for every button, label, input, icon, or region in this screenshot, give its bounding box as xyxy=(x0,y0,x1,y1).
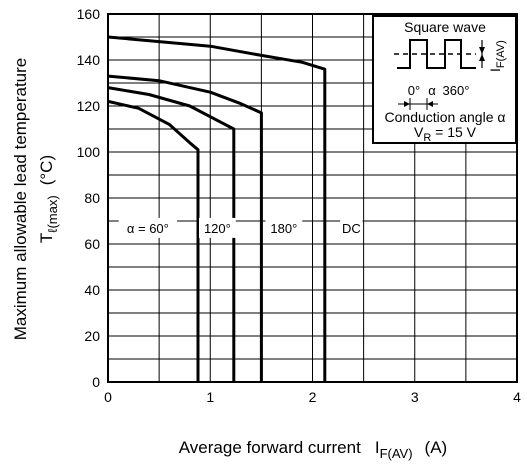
x-axis-label: Average forward current IF(AV) (A) xyxy=(179,438,447,461)
y-tick-label: 140 xyxy=(77,52,101,68)
inset-angle-zero: 0° xyxy=(408,83,420,98)
y-tick-label: 60 xyxy=(84,236,100,252)
y-tick-label: 40 xyxy=(84,282,100,298)
y-tick-label: 80 xyxy=(84,190,100,206)
series-label-0: α = 60° xyxy=(127,221,169,236)
x-tick-label: 2 xyxy=(309,389,317,405)
y-axis-label-line2: Tℓ(max)(°C) xyxy=(37,155,60,243)
inset-angle-alpha: α xyxy=(428,83,436,98)
inset-box xyxy=(372,15,517,144)
inset-arrowhead-bottom xyxy=(479,54,485,61)
series-line-0 xyxy=(107,99,200,382)
inset-legend: Square wave IF(AV) 0° α 360° Conduction … xyxy=(372,15,517,144)
inset-arrowhead-top xyxy=(479,47,485,54)
series-label-bg-2 xyxy=(265,217,303,238)
series-label-bg-3 xyxy=(340,217,363,238)
plot-frame xyxy=(107,13,518,383)
series-line-3 xyxy=(107,35,327,382)
inset-square-wave xyxy=(397,39,476,69)
x-tick-label: 4 xyxy=(513,389,521,405)
x-tick-label: 1 xyxy=(206,389,214,405)
inset-caption-line1: Conduction angle α xyxy=(385,109,506,125)
series-labels: α = 60° 120° 180° DC xyxy=(118,217,363,238)
series-label-bg-0 xyxy=(118,217,178,238)
x-tick-label: 3 xyxy=(411,389,419,405)
y-tick-label: 0 xyxy=(92,374,100,390)
series-label-2: 180° xyxy=(270,221,297,236)
inset-angle-arrowhead-1 xyxy=(404,101,410,107)
inset-current-symbol: IF(AV) xyxy=(487,40,507,72)
y-tick-label: 100 xyxy=(77,144,101,160)
inset-angle-arrowhead-2 xyxy=(427,101,433,107)
inset-angle-360: 360° xyxy=(443,83,470,98)
inset-title: Square wave xyxy=(404,19,486,35)
series-label-3: DC xyxy=(342,221,361,236)
series-layer xyxy=(107,35,327,382)
series-label-1: 120° xyxy=(204,221,231,236)
y-tick-label: 120 xyxy=(77,98,101,114)
series-line-1 xyxy=(107,86,236,382)
x-tick-label: 0 xyxy=(104,389,112,405)
y-axis-label-line1: Maximum allowable lead temperature xyxy=(11,58,30,341)
series-label-bg-1 xyxy=(199,217,236,238)
series-line-2 xyxy=(107,74,263,382)
y-tick-label: 20 xyxy=(84,328,100,344)
inset-caption-line2: VR = 15 V xyxy=(414,124,477,144)
y-tick-label: 160 xyxy=(77,6,101,22)
